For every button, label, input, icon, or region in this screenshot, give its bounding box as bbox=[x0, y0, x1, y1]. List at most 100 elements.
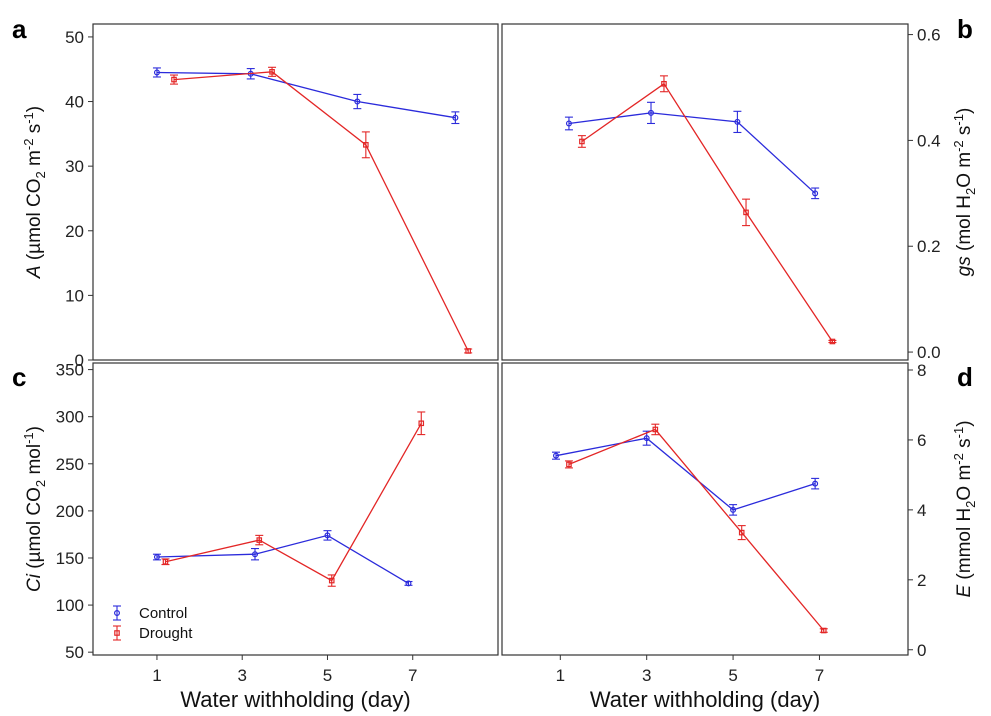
legend-marker bbox=[114, 630, 120, 636]
panel-letter: b bbox=[957, 14, 973, 44]
y-tick-label: 300 bbox=[56, 408, 84, 427]
y-tick-label: 50 bbox=[65, 28, 84, 47]
data-point bbox=[643, 435, 650, 442]
y-axis-label-part: s bbox=[954, 438, 975, 453]
data-point bbox=[661, 80, 667, 87]
data-point bbox=[405, 580, 412, 587]
y-axis-label-part: 2 bbox=[963, 501, 978, 508]
data-point bbox=[363, 142, 369, 148]
data-point bbox=[743, 209, 749, 216]
series-control bbox=[551, 430, 820, 516]
data-point bbox=[648, 109, 655, 116]
y-axis-label-part: -1 bbox=[951, 427, 966, 439]
x-tick-label: 5 bbox=[323, 666, 332, 685]
data-point bbox=[829, 338, 836, 345]
y-axis-label-part: ) bbox=[24, 106, 45, 112]
data-point bbox=[812, 190, 819, 197]
y-axis-label-part: -2 bbox=[951, 453, 966, 465]
y-tick-label: 0 bbox=[75, 351, 84, 370]
panel-letter: c bbox=[12, 362, 26, 392]
legend: Control Drought bbox=[113, 605, 193, 642]
y-tick-label: 30 bbox=[65, 157, 84, 176]
data-point bbox=[452, 114, 459, 121]
data-point bbox=[418, 420, 425, 427]
data-point bbox=[171, 76, 177, 83]
y-axis-label-part: -1 bbox=[21, 112, 36, 124]
data-point bbox=[354, 98, 361, 105]
panel-d: 0 2 4 6 8 1 3 5 7 Water withholding (day) E (mmol … bbox=[501, 361, 978, 712]
series-line bbox=[156, 534, 409, 584]
y-axis-label-part: O m bbox=[954, 465, 975, 501]
panel-c: 50 100 150 200 250 300 350 1 3 5 7 Water withholdin… bbox=[12, 361, 499, 712]
y-tick-label: 2 bbox=[917, 571, 926, 590]
data-point bbox=[579, 138, 585, 145]
y-axis-label: Ci (µmol CO2 mol-1) bbox=[21, 426, 48, 592]
y-axis-label-part: A bbox=[24, 265, 45, 279]
y-axis-label-part: 2 bbox=[33, 480, 48, 487]
y-axis-label-part: mol bbox=[24, 444, 45, 480]
y-tick-label: 8 bbox=[917, 361, 926, 380]
x-tick-label: 1 bbox=[152, 666, 161, 685]
y-axis-label-part: gs bbox=[954, 256, 975, 277]
data-point bbox=[162, 558, 169, 565]
y-tick-label: 350 bbox=[56, 361, 84, 380]
y-tick-label: 0 bbox=[917, 641, 926, 660]
data-point bbox=[324, 532, 331, 539]
y-tick-label: 100 bbox=[56, 596, 84, 615]
panel-b-frame bbox=[501, 23, 909, 361]
y-tick-label: 50 bbox=[65, 643, 84, 662]
y-axis-label-part: (µmol CO bbox=[24, 178, 45, 265]
y-axis-label-part: (mmol H bbox=[954, 508, 975, 585]
y-tick-label: 200 bbox=[56, 502, 84, 521]
series-line bbox=[156, 71, 456, 119]
data-point bbox=[465, 348, 471, 354]
series-control bbox=[152, 530, 413, 587]
series-line bbox=[173, 71, 469, 352]
y-axis-label-part: 2 bbox=[963, 188, 978, 195]
y-axis-label: A (µmol CO2 m-2 s-1) bbox=[21, 106, 48, 279]
y-axis-label: E (mmol H2O m-2 s-1) bbox=[951, 420, 978, 597]
series-drought bbox=[577, 75, 837, 345]
series-line bbox=[581, 82, 833, 342]
data-point bbox=[269, 69, 275, 75]
data-point bbox=[328, 577, 335, 584]
y-tick-label: 0.0 bbox=[917, 343, 941, 362]
data-point bbox=[730, 506, 737, 513]
y-axis-label-part: ) bbox=[24, 426, 45, 432]
data-point bbox=[566, 461, 572, 468]
y-axis-label-part: -2 bbox=[951, 140, 966, 152]
panel-a-frame bbox=[92, 23, 499, 361]
series-line bbox=[568, 428, 825, 631]
data-point bbox=[153, 69, 160, 76]
x-tick-label: 3 bbox=[237, 666, 246, 685]
x-tick-label: 1 bbox=[556, 666, 565, 685]
data-point bbox=[652, 426, 659, 433]
panel-letter: a bbox=[12, 14, 27, 44]
legend-label: Control bbox=[139, 605, 187, 622]
series-drought bbox=[170, 66, 473, 354]
series-drought bbox=[564, 423, 828, 634]
y-tick-label: 4 bbox=[917, 501, 926, 520]
y-tick-label: 0.6 bbox=[917, 26, 941, 45]
y-axis-label-part: E bbox=[954, 585, 975, 598]
panel-d-frame bbox=[501, 362, 909, 656]
y-axis-label: gs (mol H2O m-2 s-1) bbox=[951, 108, 978, 277]
y-tick-label: 150 bbox=[56, 549, 84, 568]
y-axis-label-part: -1 bbox=[21, 432, 36, 444]
y-tick-label: 10 bbox=[65, 286, 84, 305]
data-point bbox=[552, 452, 559, 459]
y-axis-label-part: -2 bbox=[21, 139, 36, 151]
data-point bbox=[252, 551, 259, 558]
y-tick-label: 0.4 bbox=[917, 131, 941, 150]
panel-a: 0 10 20 30 40 50 A (µmol CO2 m-2 s-1) a bbox=[12, 14, 499, 370]
x-tick-label: 3 bbox=[642, 666, 651, 685]
series-control bbox=[564, 101, 820, 200]
y-tick-label: 250 bbox=[56, 455, 84, 474]
x-axis-label: Water withholding (day) bbox=[590, 687, 820, 712]
y-axis-label-part: Ci bbox=[24, 573, 45, 592]
x-tick-label: 5 bbox=[728, 666, 737, 685]
x-tick-label: 7 bbox=[408, 666, 417, 685]
data-point bbox=[734, 118, 741, 125]
series-drought bbox=[161, 411, 426, 587]
y-axis-label-part: (µmol CO bbox=[24, 487, 45, 574]
